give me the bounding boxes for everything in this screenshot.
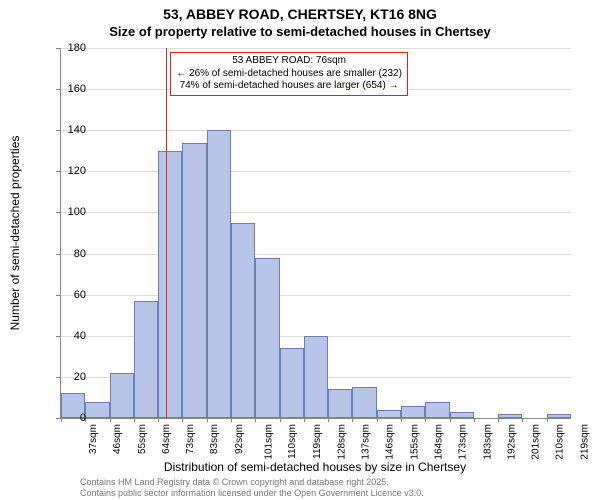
x-tick-label: 201sqm [531, 424, 542, 460]
x-tick-mark [207, 418, 208, 422]
histogram-bar [182, 143, 206, 418]
grid-line [61, 254, 571, 255]
y-tick-label: 160 [56, 83, 86, 95]
x-tick-mark [352, 418, 353, 422]
x-tick-label: 101sqm [264, 424, 275, 460]
x-tick-mark [425, 418, 426, 422]
x-tick-label: 55sqm [137, 424, 148, 454]
plot-area: 37sqm46sqm55sqm64sqm73sqm83sqm92sqm101sq… [60, 48, 571, 419]
x-tick-label: 192sqm [506, 424, 517, 460]
x-tick-label: 128sqm [336, 424, 347, 460]
x-tick-label: 37sqm [88, 424, 99, 454]
x-tick-mark [474, 418, 475, 422]
y-tick-label: 120 [56, 165, 86, 177]
histogram-bar [401, 406, 425, 418]
histogram-bar [280, 348, 304, 418]
histogram-bar [207, 130, 231, 418]
x-tick-label: 64sqm [161, 424, 172, 454]
histogram-bar [110, 373, 134, 418]
x-tick-label: 73sqm [185, 424, 196, 454]
annotation-box: 53 ABBEY ROAD: 76sqm← 26% of semi-detach… [170, 52, 408, 96]
x-tick-label: 219sqm [579, 424, 590, 460]
x-tick-mark [522, 418, 523, 422]
x-tick-label: 110sqm [287, 424, 298, 459]
grid-line [61, 295, 571, 296]
histogram-bar [255, 258, 279, 418]
annotation-line: 74% of semi-detached houses are larger (… [176, 80, 402, 93]
y-tick-label: 140 [56, 124, 86, 136]
histogram-bar [450, 412, 474, 418]
grid-line [61, 212, 571, 213]
histogram-bar [158, 151, 182, 418]
x-tick-mark [255, 418, 256, 422]
y-tick-label: 60 [56, 289, 86, 301]
x-tick-mark [401, 418, 402, 422]
y-tick-label: 0 [56, 412, 86, 424]
x-axis-label: Distribution of semi-detached houses by … [60, 460, 570, 474]
x-tick-mark [231, 418, 232, 422]
x-tick-label: 155sqm [409, 424, 420, 460]
y-tick-label: 180 [56, 42, 86, 54]
histogram-bar [498, 414, 522, 418]
x-tick-mark [110, 418, 111, 422]
x-tick-mark [158, 418, 159, 422]
y-tick-label: 20 [56, 371, 86, 383]
y-tick-label: 100 [56, 206, 86, 218]
x-tick-label: 137sqm [361, 424, 372, 460]
histogram-bar [377, 410, 401, 418]
histogram-bar [85, 402, 109, 418]
x-tick-label: 146sqm [385, 424, 396, 460]
x-tick-mark [547, 418, 548, 422]
x-tick-label: 210sqm [555, 424, 566, 460]
grid-line [61, 48, 571, 49]
annotation-line: 53 ABBEY ROAD: 76sqm [176, 55, 402, 68]
histogram-bar [352, 387, 376, 418]
y-tick-label: 80 [56, 248, 86, 260]
x-tick-mark [377, 418, 378, 422]
x-tick-mark [304, 418, 305, 422]
histogram-bar [304, 336, 328, 418]
marker-line [166, 48, 167, 418]
x-tick-mark [134, 418, 135, 422]
x-tick-mark [182, 418, 183, 422]
chart-container: 53, ABBEY ROAD, CHERTSEY, KT16 8NG Size … [0, 0, 600, 500]
grid-line [61, 130, 571, 131]
histogram-bar [134, 301, 158, 418]
x-tick-mark [450, 418, 451, 422]
x-tick-label: 164sqm [434, 424, 445, 460]
histogram-bar [425, 402, 449, 418]
x-tick-label: 119sqm [311, 424, 322, 459]
y-tick-label: 40 [56, 330, 86, 342]
annotation-line: ← 26% of semi-detached houses are smalle… [176, 68, 402, 81]
x-tick-label: 46sqm [112, 424, 123, 454]
x-tick-mark [498, 418, 499, 422]
y-axis-label: Number of semi-detached properties [8, 136, 22, 331]
histogram-bar [547, 414, 571, 418]
x-tick-label: 92sqm [234, 424, 245, 454]
x-tick-label: 183sqm [482, 424, 493, 460]
histogram-bar [328, 389, 352, 418]
chart-subtitle: Size of property relative to semi-detach… [0, 24, 600, 39]
x-tick-mark [328, 418, 329, 422]
x-tick-mark [280, 418, 281, 422]
grid-line [61, 171, 571, 172]
footer-line-1: Contains HM Land Registry data © Crown c… [80, 477, 424, 488]
histogram-bar [231, 223, 255, 418]
footer-note: Contains HM Land Registry data © Crown c… [80, 477, 424, 499]
x-tick-label: 173sqm [458, 424, 469, 460]
footer-line-2: Contains public sector information licen… [80, 488, 424, 499]
chart-title: 53, ABBEY ROAD, CHERTSEY, KT16 8NG [0, 6, 600, 22]
x-tick-label: 83sqm [209, 424, 220, 454]
